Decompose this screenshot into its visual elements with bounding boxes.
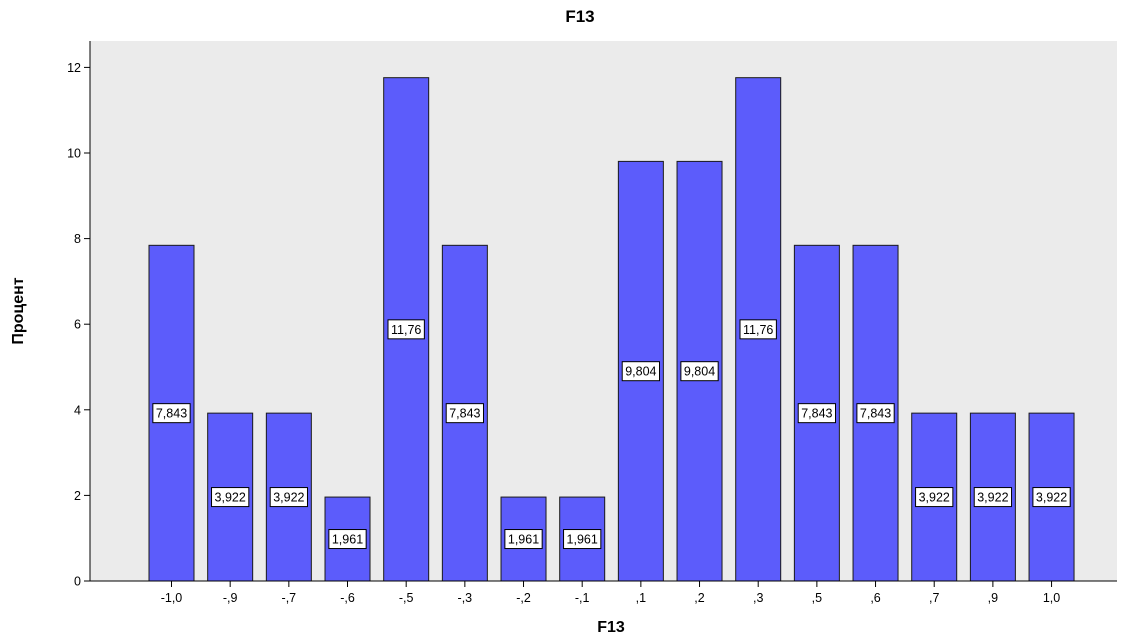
- x-tick-label: -,2: [516, 591, 531, 605]
- data-label-text: 3,922: [1036, 491, 1067, 505]
- y-tick-label: 10: [67, 147, 81, 161]
- x-tick-label: -,5: [399, 591, 414, 605]
- data-label-text: 7,843: [156, 407, 187, 421]
- data-label-text: 1,961: [332, 533, 363, 547]
- x-tick-label: -,7: [282, 591, 297, 605]
- data-label: 7,843: [797, 403, 837, 424]
- data-label-text: 3,922: [919, 491, 950, 505]
- data-label-text: 1,961: [508, 533, 539, 547]
- data-label: 1,961: [328, 529, 367, 550]
- data-label: 11,76: [739, 319, 777, 340]
- x-tick-label: ,5: [812, 591, 822, 605]
- x-tick-label: -1,0: [161, 591, 183, 605]
- data-label-text: 3,922: [977, 491, 1008, 505]
- data-labels-group: 7,843 3,922 3,922 1,961 11,76 7,843 1,961 1,961…: [152, 319, 1071, 550]
- data-label-box: [973, 487, 1013, 508]
- data-label-box: [445, 403, 484, 424]
- data-label: 3,922: [211, 487, 250, 508]
- y-axis: 0 2 4 6 8 10 12: [67, 61, 90, 589]
- y-tick-label: 8: [74, 232, 81, 246]
- x-tick-label: ,9: [988, 591, 998, 605]
- x-tick-label: ,3: [753, 591, 763, 605]
- x-tick-label: ,6: [870, 591, 880, 605]
- x-tick-label: ,1: [636, 591, 646, 605]
- data-label-box: [387, 319, 425, 340]
- data-label-box: [739, 319, 777, 340]
- y-tick-label: 6: [74, 318, 81, 332]
- x-axis: -1,0 -,9 -,7 -,6 -,5 -,3 -,2 -,1 ,1 ,2 ,3 ,5 ,6 ,7 ,9 1…: [90, 580, 1117, 605]
- data-label-box: [504, 529, 543, 550]
- data-label: 1,961: [563, 529, 602, 550]
- x-tick-label: ,7: [929, 591, 939, 605]
- y-tick-label: 12: [67, 61, 81, 75]
- x-tick-label: -,3: [458, 591, 473, 605]
- data-label: 11,76: [387, 319, 425, 340]
- data-label-box: [797, 403, 837, 424]
- data-label: 7,843: [445, 403, 484, 424]
- data-label-box: [680, 361, 719, 382]
- data-label-text: 9,804: [625, 365, 656, 379]
- data-label: 7,843: [856, 403, 895, 424]
- chart-title: F13: [565, 7, 594, 26]
- data-label: 3,922: [973, 487, 1013, 508]
- data-label: 3,922: [269, 487, 308, 508]
- data-label-text: 7,843: [860, 407, 891, 421]
- data-label: 7,843: [152, 403, 191, 424]
- data-label-box: [211, 487, 250, 508]
- data-label-box: [1032, 487, 1071, 508]
- data-label-text: 3,922: [215, 491, 246, 505]
- y-tick-label: 0: [74, 575, 81, 589]
- data-label: 9,804: [621, 361, 661, 382]
- x-tick-label: 1,0: [1043, 591, 1060, 605]
- data-label-box: [152, 403, 191, 424]
- data-label-box: [856, 403, 895, 424]
- data-label-text: 11,76: [743, 323, 773, 337]
- data-label: 3,922: [1032, 487, 1071, 508]
- x-tick-label: ,2: [694, 591, 704, 605]
- data-label-text: 7,843: [801, 407, 832, 421]
- y-tick-label: 4: [74, 403, 81, 417]
- x-axis-label: F13: [597, 619, 625, 636]
- data-label-box: [269, 487, 308, 508]
- y-tick-label: 2: [74, 489, 81, 503]
- data-label: 3,922: [915, 487, 954, 508]
- data-label: 1,961: [504, 529, 543, 550]
- x-tick-label: -,9: [223, 591, 238, 605]
- y-axis-label: Процент: [10, 277, 27, 344]
- data-label-box: [621, 361, 661, 382]
- data-label-text: 7,843: [449, 407, 480, 421]
- data-label-text: 11,76: [391, 323, 421, 337]
- data-label-box: [328, 529, 367, 550]
- data-label-box: [915, 487, 954, 508]
- x-tick-label: -,1: [575, 591, 590, 605]
- x-tick-label: -,6: [340, 591, 355, 605]
- data-label-text: 3,922: [273, 491, 304, 505]
- data-label-box: [563, 529, 602, 550]
- data-label: 9,804: [680, 361, 719, 382]
- data-label-text: 1,961: [567, 533, 598, 547]
- data-label-text: 9,804: [684, 365, 715, 379]
